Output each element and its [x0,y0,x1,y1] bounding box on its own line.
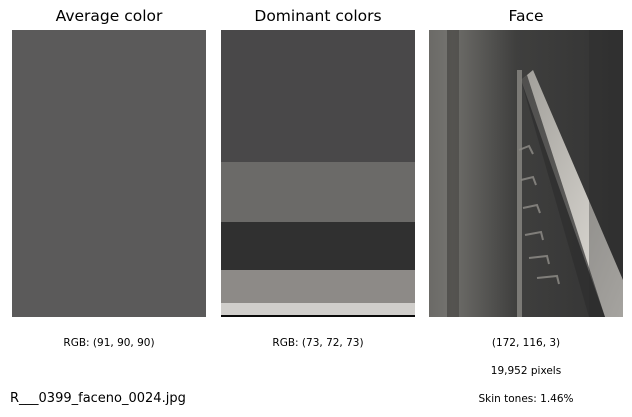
dominant-color-swatch [221,314,415,317]
dominant-color-swatch [221,162,415,223]
dominant-color-swatch [221,222,415,270]
dominant-colors-stack [221,30,415,317]
dominant-colors-title: Dominant colors [254,7,382,25]
face-dimensions-label: (172, 116, 3) [491,337,561,349]
dominant-color-swatch [221,30,415,163]
face-title: Face [508,7,544,25]
face-image [429,30,623,317]
average-rgb-label: RGB: (91, 90, 90) [63,337,155,349]
filename-label: R___0399_faceno_0024.jpg [10,391,186,406]
skin-tones-label: Skin tones: 1.46% [478,393,574,405]
dominant-rgb-label: RGB: (73, 72, 73) [272,337,364,349]
face-crop-picture [429,30,623,317]
face-pixel-count-label: 19,952 pixels [490,365,562,377]
average-color-swatch [12,30,206,317]
dominant-color-swatch [221,302,415,315]
dominant-color-swatch [221,269,415,303]
average-color-title: Average color [55,7,163,25]
